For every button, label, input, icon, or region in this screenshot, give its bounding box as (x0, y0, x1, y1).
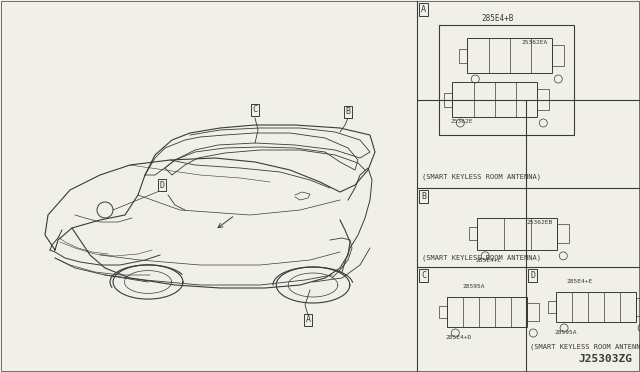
Bar (460, 48, 467, 62)
Bar (452, 82, 538, 117)
Bar (439, 306, 447, 318)
Bar (469, 227, 477, 240)
Bar (467, 38, 552, 73)
Text: C: C (253, 106, 257, 115)
Text: 285E4+B: 285E4+B (481, 14, 513, 23)
Text: 285E4+D: 285E4+D (445, 335, 472, 340)
Bar (477, 218, 557, 250)
Bar (538, 89, 549, 110)
Text: 25362EB: 25362EB (526, 220, 552, 225)
Bar (552, 45, 564, 66)
Text: (SMART KEYLESS ROOM ANTENNA): (SMART KEYLESS ROOM ANTENNA) (530, 343, 640, 350)
Text: A: A (421, 5, 426, 14)
Text: 285E4+E: 285E4+E (566, 279, 593, 284)
Text: 28595A: 28595A (554, 330, 577, 335)
Bar (548, 301, 556, 313)
Text: (SMART KEYLESS ROOM ANTENNA): (SMART KEYLESS ROOM ANTENNA) (422, 173, 541, 180)
Bar (557, 224, 570, 243)
Bar (636, 298, 640, 316)
Text: B: B (421, 192, 426, 201)
Bar (447, 297, 527, 327)
Text: D: D (159, 180, 164, 189)
Text: 28595A: 28595A (462, 284, 484, 289)
Text: B: B (346, 108, 351, 116)
Text: 285E4+C: 285E4+C (476, 258, 502, 263)
Bar (527, 303, 540, 321)
Text: C: C (421, 271, 426, 280)
Text: (SMART KEYLESS ROOM ANTENNA): (SMART KEYLESS ROOM ANTENNA) (422, 254, 541, 261)
Text: J25303ZG: J25303ZG (578, 354, 632, 364)
Text: D: D (530, 271, 535, 280)
Text: 25362EA: 25362EA (521, 40, 547, 45)
Bar (444, 93, 452, 106)
Bar (439, 25, 574, 135)
Text: 25362E: 25362E (451, 119, 473, 124)
Bar (556, 292, 636, 322)
Text: A: A (305, 315, 310, 324)
